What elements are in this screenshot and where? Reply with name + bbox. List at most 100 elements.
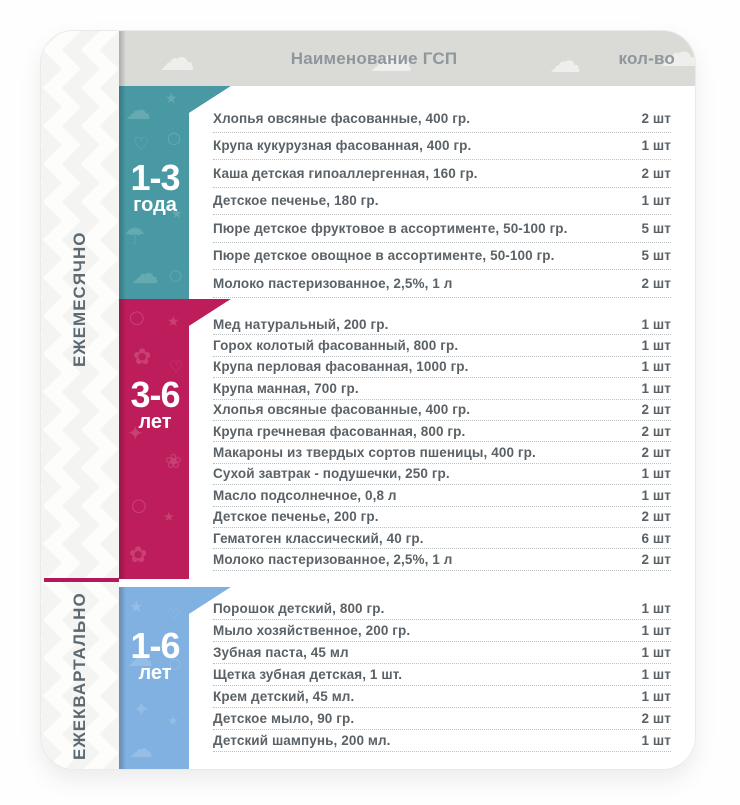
item-name: Каша детская гипоаллергенная, 160 гр.	[213, 165, 478, 181]
item-name: Макароны из твердых сортов пшеницы, 400 …	[213, 445, 536, 461]
table-row: Щетка зубная детская, 1 шт. 1 шт	[213, 664, 671, 686]
item-qty: 1 шт	[641, 667, 671, 682]
circle-doodle-icon: ○	[129, 307, 145, 328]
item-name: Мыло хозяйственное, 200 гр.	[213, 623, 411, 638]
table-header: ☁ ☁ ☁ ☁ Наименование ГСП кол-во	[119, 31, 695, 86]
item-name: Сухой завтрак - подушечки, 250 гр.	[213, 466, 450, 482]
star-doodle-icon: ★	[129, 597, 144, 616]
section-age-1-3: ☁ ★ ♡ ○ ☂ ★ ☁ ○ 1-3 года Хлопья овсяные фасован…	[119, 86, 695, 299]
star-doodle-icon: ★	[165, 91, 178, 107]
heart-doodle-icon: ♡	[169, 357, 184, 376]
sparkle-doodle-icon: ✦	[133, 697, 150, 721]
item-name: Детский шампунь, 200 мл.	[213, 733, 391, 748]
item-qty: 2 шт	[641, 445, 671, 461]
item-qty: 2 шт	[641, 165, 671, 181]
age-badge-number: 1-3	[130, 157, 180, 198]
table-row: Каша детская гипоаллергенная, 160 гр. 2 ш…	[213, 160, 671, 188]
items-list: Хлопья овсяные фасованные, 400 гр. 2 шт Кр…	[189, 86, 695, 298]
item-name: Крупа манная, 700 гр.	[213, 380, 359, 396]
item-name: Пюре детское овощное в ассортименте, 50-…	[213, 248, 555, 264]
section-age-1-6: ★ ♡ ☁ ○ ✦ ★ ☁ 1-6 лет Порошок детский, 800 гр.…	[119, 587, 695, 769]
item-qty: 1 шт	[641, 338, 671, 354]
column-header-qty: кол-во	[618, 48, 675, 68]
items-list: Порошок детский, 800 гр. 1 шт Мыло хозяйст…	[189, 587, 695, 752]
circle-doodle-icon: ○	[131, 495, 147, 516]
age-badge-number: 1-6	[130, 625, 180, 666]
table-row: Крупа перловая фасованная, 1000 гр. 1 шт	[213, 357, 671, 379]
table-row: Пюре детское фруктовое в ассортименте, 5…	[213, 215, 671, 243]
cloud-doodle-icon: ☁	[129, 735, 153, 763]
umbrella-doodle-icon: ☂	[124, 222, 146, 250]
item-qty: 2 шт	[641, 110, 671, 126]
table-row: Гематоген классический, 40 гр. 6 шт	[213, 528, 671, 550]
item-qty: 2 шт	[641, 423, 671, 439]
item-name: Щетка зубная детская, 1 шт.	[213, 667, 403, 682]
items-panel: Мед натуральный, 200 гр. 1 шт Горох колоты…	[189, 299, 695, 579]
item-name: Крем детский, 45 мл.	[213, 689, 355, 704]
item-name: Детское печенье, 180 гр.	[213, 193, 379, 209]
table-row: Порошок детский, 800 гр. 1 шт	[213, 598, 671, 620]
item-qty: 1 шт	[641, 466, 671, 482]
item-name: Крупа кукурузная фасованная, 400 гр.	[213, 138, 472, 154]
item-name: Детское мыло, 90 гр.	[213, 711, 355, 726]
item-qty: 1 шт	[641, 645, 671, 660]
table-row: Детское печенье, 180 гр. 1 шт	[213, 188, 671, 215]
frequency-sidebar: ЕЖЕМЕСЯЧНО ЕЖЕКВАРТАЛЬНО	[41, 31, 119, 769]
item-qty: 1 шт	[641, 689, 671, 704]
section-age-3-6: ○ ★ ✿ ♡ ✦ ❀ ○ ★ ✿ 3-6 лет Мед натуральный, 200 г…	[119, 299, 695, 579]
item-qty: 6 шт	[641, 530, 671, 546]
items-list: Мед натуральный, 200 гр. 1 шт Горох колоты…	[189, 299, 695, 571]
zone-divider-line	[44, 578, 119, 582]
table-row: Детский шампунь, 200 мл. 1 шт	[213, 730, 671, 752]
flower-doodle-icon: ✿	[129, 543, 148, 568]
item-name: Мед натуральный, 200 гр.	[213, 316, 389, 332]
item-qty: 1 шт	[641, 733, 671, 748]
item-qty: 1 шт	[641, 193, 671, 209]
item-qty: 1 шт	[641, 623, 671, 638]
item-qty: 1 шт	[641, 359, 671, 375]
table-row: Детское мыло, 90 гр. 2 шт	[213, 708, 671, 730]
cloud-doodle-icon: ☁	[125, 96, 151, 126]
age-badge-unit: года	[133, 194, 177, 217]
table-row: Хлопья овсяные фасованные, 400 гр. 2 шт	[213, 105, 671, 133]
item-name: Пюре детское фруктовое в ассортименте, 5…	[213, 220, 568, 236]
item-qty: 5 шт	[641, 248, 671, 264]
item-name: Гематоген классический, 40 гр.	[213, 530, 424, 546]
table-row: Масло подсолнечное, 0,8 л 1 шт	[213, 485, 671, 507]
heart-doodle-icon: ♡	[133, 134, 150, 155]
item-qty: 1 шт	[641, 487, 671, 503]
item-name: Крупа гречневая фасованная, 800 гр.	[213, 423, 466, 439]
table-row: Хлопья овсяные фасованные, 400 гр. 2 шт	[213, 400, 671, 421]
age-badge-number: 3-6	[130, 374, 180, 415]
table-row: Сухой завтрак - подушечки, 250 гр. 1 шт	[213, 464, 671, 486]
left-edge-shadow	[119, 31, 126, 86]
age-badge-3-6: 3-6 лет	[119, 374, 191, 432]
item-name: Хлопья овсяные фасованные, 400 гр.	[213, 110, 471, 126]
table-row: Мыло хозяйственное, 200 гр. 1 шт	[213, 620, 671, 642]
item-qty: 2 шт	[641, 402, 671, 418]
table-row: Мед натуральный, 200 гр. 1 шт	[213, 314, 671, 336]
item-qty: 2 шт	[641, 509, 671, 525]
item-name: Масло подсолнечное, 0,8 л	[213, 487, 397, 503]
item-name: Молоко пастеризованное, 2,5%, 1 л	[213, 275, 453, 291]
table-row: Крупа кукурузная фасованная, 400 гр. 1 шт	[213, 133, 671, 160]
circle-doodle-icon: ○	[167, 128, 181, 147]
zone-label-monthly: ЕЖЕМЕСЯЧНО	[70, 231, 89, 367]
star-doodle-icon: ★	[163, 510, 175, 525]
item-name: Хлопья овсяные фасованные, 400 гр.	[213, 402, 471, 418]
item-qty: 2 шт	[641, 551, 671, 567]
table-row: Крупа манная, 700 гр. 1 шт	[213, 378, 671, 400]
age-badge-1-3: 1-3 года	[119, 157, 191, 217]
star-doodle-icon: ★	[167, 314, 180, 330]
heart-doodle-icon: ♡	[167, 605, 181, 623]
flower-doodle-icon: ✿	[133, 345, 152, 370]
item-name: Крупа перловая фасованная, 1000 гр.	[213, 359, 469, 375]
item-name: Горох колотый фасованный, 800 гр.	[213, 338, 459, 354]
star-doodle-icon: ★	[167, 714, 179, 729]
table-row: Пюре детское овощное в ассортименте, 50-…	[213, 243, 671, 270]
cloud-doodle-icon: ☁	[549, 42, 581, 80]
item-qty: 1 шт	[641, 380, 671, 396]
table-row: Детское печенье, 200 гр. 2 шт	[213, 507, 671, 528]
cloud-doodle-icon: ☁	[159, 38, 195, 79]
